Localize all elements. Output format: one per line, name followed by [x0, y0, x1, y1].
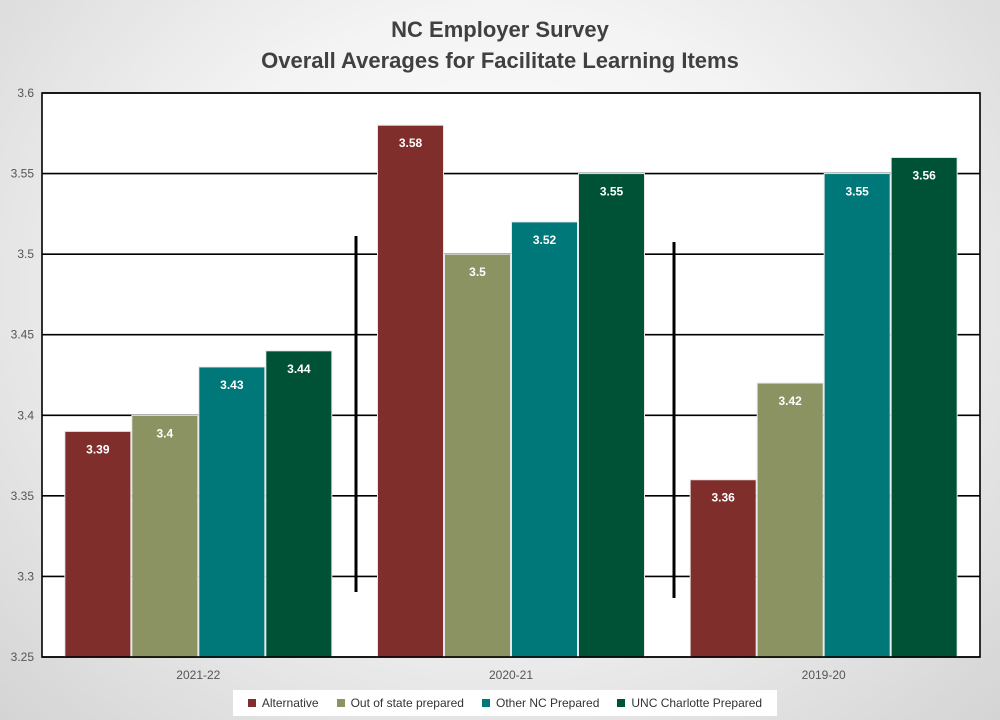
legend-label: Out of state prepared [350, 696, 464, 710]
legend-item: UNC Charlotte Prepared [617, 696, 762, 710]
bar [511, 221, 578, 658]
y-tick-label: 3.35 [11, 489, 35, 503]
bar [131, 414, 199, 658]
data-label: 3.39 [86, 442, 110, 456]
legend-label: Alternative [261, 696, 319, 710]
legend-label: UNC Charlotte Prepared [631, 696, 763, 710]
legend-label: Other NC Prepared [495, 696, 600, 710]
y-tick-label: 3.5 [17, 247, 34, 261]
data-label: 3.36 [711, 491, 735, 505]
data-label: 3.4 [156, 426, 173, 440]
data-label: 3.58 [399, 136, 423, 150]
chart-title: NC Employer Survey [391, 17, 609, 42]
bar [377, 124, 444, 658]
data-label: 3.43 [220, 378, 244, 392]
bar [756, 382, 824, 658]
x-tick-label: 2020-21 [489, 668, 533, 682]
bar [689, 479, 757, 658]
legend-swatch [247, 699, 256, 707]
legend-swatch [336, 699, 345, 707]
bar [265, 350, 333, 658]
y-tick-label: 3.6 [17, 86, 34, 100]
data-label: 3.52 [533, 233, 557, 247]
data-label: 3.5 [469, 265, 486, 279]
legend-item: Out of state prepared [336, 696, 464, 710]
y-tick-label: 3.4 [17, 408, 34, 422]
data-label: 3.44 [287, 362, 311, 376]
bar [64, 430, 132, 658]
y-tick-label: 3.25 [11, 650, 35, 664]
bar [198, 366, 266, 658]
y-tick-label: 3.55 [11, 167, 35, 181]
y-tick-label: 3.3 [17, 569, 34, 583]
bar [823, 173, 891, 658]
data-label: 3.55 [845, 185, 869, 199]
bar [444, 253, 511, 658]
x-tick-label: 2019-20 [802, 668, 846, 682]
x-tick-label: 2021-22 [176, 668, 220, 682]
legend-item: Alternative [247, 696, 319, 710]
data-label: 3.55 [600, 185, 624, 199]
legend-item: Other NC Prepared [481, 696, 600, 710]
data-label: 3.56 [912, 168, 936, 182]
data-label: 3.42 [778, 394, 802, 408]
legend-swatch [617, 699, 626, 707]
chart-subtitle: Overall Averages for Facilitate Learning… [261, 48, 739, 73]
bar [578, 173, 645, 658]
chart-title-block: NC Employer Survey Overall Averages for … [0, 14, 1000, 76]
y-tick-label: 3.45 [11, 328, 35, 342]
legend: Alternative Out of state prepared Other NC… [233, 690, 777, 716]
legend-swatch [481, 699, 490, 707]
bar [890, 156, 958, 658]
plot-frame [41, 92, 981, 658]
